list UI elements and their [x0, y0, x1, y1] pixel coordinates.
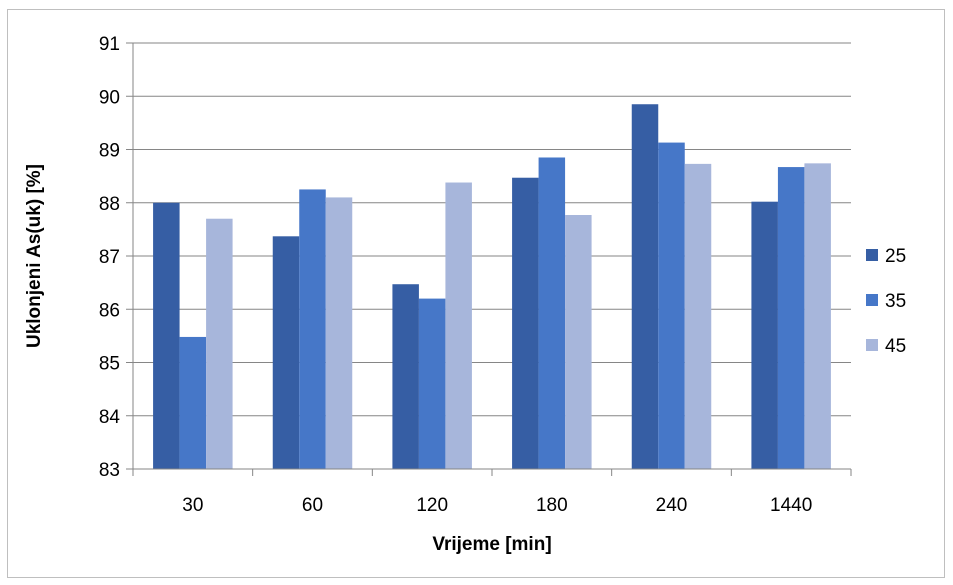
y-tick-label: 84: [99, 407, 121, 428]
y-tick-label: 86: [99, 300, 120, 321]
bar-25-1440: [751, 201, 778, 469]
gridlines: [126, 42, 851, 470]
bar-35-120: [418, 298, 446, 469]
y-tick-label: 89: [99, 141, 120, 162]
bar-25-240: [631, 104, 659, 470]
x-tick-label: 1440: [770, 495, 812, 516]
bar-35-30: [179, 336, 207, 469]
bar-25-120: [392, 284, 419, 469]
bar-45-180: [565, 214, 592, 469]
x-tick-label: 240: [656, 495, 688, 516]
bar-45-60: [325, 197, 353, 470]
y-tick-label: 85: [99, 354, 120, 375]
y-tick-label: 83: [99, 460, 120, 481]
legend-label: 25: [885, 246, 906, 267]
bar-25-30: [153, 202, 180, 469]
legend-label: 45: [885, 336, 906, 357]
y-tick-label: 87: [99, 247, 120, 268]
x-tick-label: 120: [416, 495, 448, 516]
y-tick-label: 88: [99, 194, 120, 215]
x-axis-title: Vrijeme [min]: [432, 534, 551, 555]
bar-25-180: [512, 177, 539, 469]
x-tick-label: 180: [536, 495, 568, 516]
y-tick-labels: 83 84 85 86 87 88 89 90 91: [99, 34, 121, 481]
y-axis-title: Uklonjeni As(uk) [%]: [24, 164, 45, 348]
bar-45-30: [206, 218, 233, 469]
legend-label: 35: [885, 291, 906, 312]
axes: [132, 43, 852, 476]
y-tick-label: 90: [99, 87, 120, 108]
x-tick-labels: 30 60 120 180 240 1440: [182, 495, 812, 516]
y-tick-label: 91: [99, 34, 120, 55]
bar-25-60: [272, 236, 300, 469]
bars: [153, 104, 831, 470]
legend-swatch-35: [866, 294, 878, 306]
x-tick-label: 30: [182, 495, 203, 516]
bar-45-120: [445, 182, 472, 469]
x-tick-label: 60: [302, 495, 323, 516]
bar-35-180: [538, 157, 566, 470]
bar-35-60: [299, 189, 326, 469]
legend-swatch-45: [866, 339, 878, 351]
legend: 25 35 45: [866, 246, 906, 357]
bar-35-240: [658, 142, 685, 469]
bar-45-1440: [804, 163, 831, 469]
bar-45-240: [684, 163, 712, 469]
legend-swatch-25: [866, 249, 878, 261]
bar-35-1440: [777, 167, 805, 469]
